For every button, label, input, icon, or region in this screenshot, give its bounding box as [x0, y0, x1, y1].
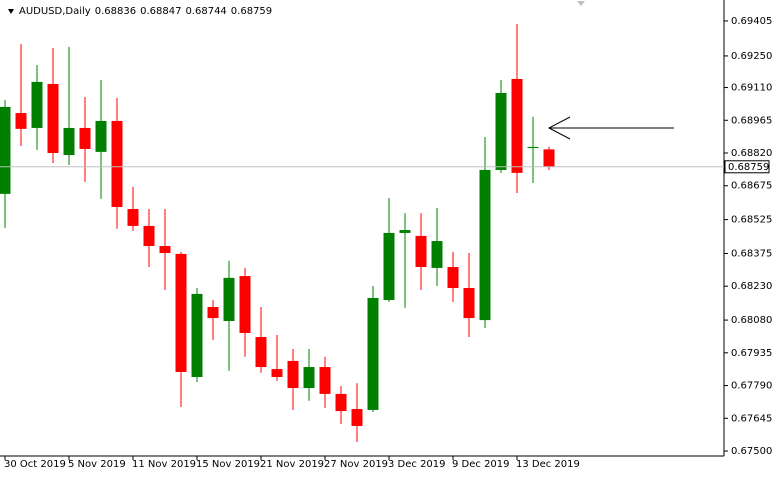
- candle-body: [303, 367, 315, 389]
- candle-body: [127, 209, 139, 226]
- current-price-label: 0.68759: [728, 162, 769, 173]
- y-tick-label: 0.68525: [731, 215, 772, 226]
- arrow-annotation: [547, 116, 674, 140]
- header-text: 0.68847: [140, 6, 181, 17]
- y-tick-label: 0.67645: [731, 413, 772, 424]
- y-tick-label: 0.68375: [731, 248, 772, 259]
- candle-body: [527, 146, 539, 149]
- candle-body: [207, 306, 219, 319]
- candle-body: [335, 393, 347, 412]
- y-tick-label: 0.68675: [731, 181, 772, 192]
- x-tick-label: 9 Dec 2019: [452, 459, 510, 470]
- candle-body: [463, 288, 475, 319]
- candle-body: [255, 337, 267, 368]
- x-tick-label: 30 Oct 2019: [4, 459, 66, 470]
- candle-body: [111, 120, 123, 207]
- candle-body: [399, 230, 411, 233]
- candle-body: [159, 246, 171, 254]
- y-tick-label: 0.68820: [731, 148, 772, 159]
- menu-triangle[interactable]: [8, 9, 14, 14]
- candle-body: [319, 367, 331, 394]
- x-tick-label: 15 Nov 2019: [196, 459, 260, 470]
- y-tick-label: 0.67935: [731, 348, 772, 359]
- candle-body: [79, 127, 91, 149]
- candle-body: [271, 369, 283, 377]
- candle-body: [47, 83, 59, 154]
- chart-header: AUDUSD,Daily 0.68836 0.68847 0.68744 0.68759: [19, 6, 272, 17]
- candle-body: [367, 297, 379, 410]
- candle-body: [495, 92, 507, 170]
- x-tick-label: 21 Nov 2019: [260, 459, 324, 470]
- candle-body: [191, 293, 203, 377]
- y-tick-label: 0.68965: [731, 115, 772, 126]
- header-text: AUDUSD,Daily: [19, 6, 91, 17]
- y-tick-label: 0.69110: [731, 83, 772, 94]
- candle-body: [0, 106, 11, 194]
- candle-body: [383, 232, 395, 300]
- x-tick-label: 11 Nov 2019: [132, 459, 196, 470]
- current-price-box: [724, 160, 770, 174]
- y-tick-label: 0.69405: [731, 16, 772, 27]
- candle-body: [31, 81, 43, 128]
- candle-body: [479, 169, 491, 321]
- y-tick-label: 0.68230: [731, 281, 772, 292]
- y-tick-label: 0.68080: [731, 315, 772, 326]
- candle-body: [239, 276, 251, 333]
- candle-body: [287, 360, 299, 389]
- y-tick-label: 0.67500: [731, 446, 772, 457]
- y-tick-label: 0.67790: [731, 381, 772, 392]
- header-text: 0.68759: [231, 6, 272, 17]
- candle-body: [175, 253, 187, 373]
- x-tick-label: 5 Nov 2019: [68, 459, 126, 470]
- candle-body: [15, 113, 27, 129]
- candle-body: [543, 149, 555, 167]
- x-tick-label: 27 Nov 2019: [324, 459, 388, 470]
- candle-body: [143, 225, 155, 247]
- candle-body: [431, 241, 443, 268]
- candle-body: [223, 277, 235, 321]
- candle-body: [415, 235, 427, 268]
- candle-body: [95, 120, 107, 152]
- candle-body: [63, 127, 75, 156]
- x-tick-label: 13 Dec 2019: [516, 459, 580, 470]
- candle-body: [351, 409, 363, 426]
- header-text: 0.68744: [185, 6, 226, 17]
- x-tick-label: 3 Dec 2019: [388, 459, 446, 470]
- candle-body: [511, 78, 523, 173]
- shift-marker: [577, 1, 585, 6]
- candle-body: [447, 267, 459, 289]
- y-tick-label: 0.69250: [731, 51, 772, 62]
- header-text: 0.68836: [95, 6, 136, 17]
